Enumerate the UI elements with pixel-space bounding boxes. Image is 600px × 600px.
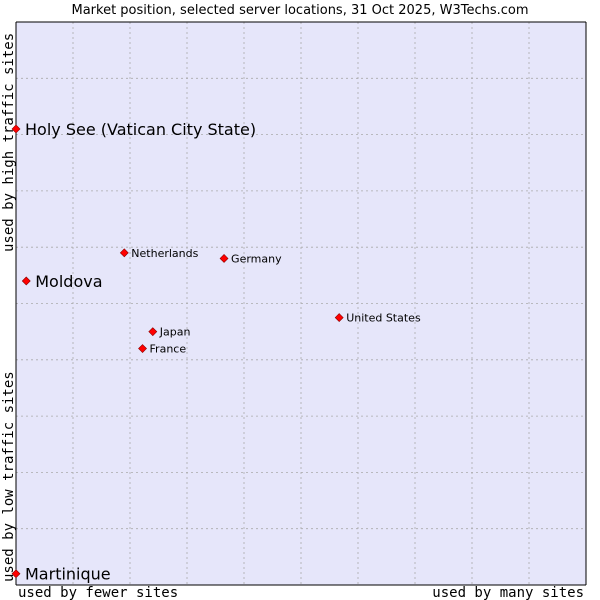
point-moldova: Moldova [21, 272, 103, 291]
point-label: Martinique [25, 565, 111, 584]
point-label: Holy See (Vatican City State) [25, 120, 256, 139]
point-marker [334, 313, 344, 322]
point-marker [11, 124, 21, 134]
point-marker [138, 344, 147, 353]
point-netherlands: Netherlands [119, 247, 199, 260]
data-points: Holy See (Vatican City State) Moldova Mart… [11, 120, 421, 584]
y-axis-label-low: used by low traffic sites [1, 371, 17, 582]
y-axis-label-high: used by high traffic sites [1, 33, 17, 252]
point-united-states: United States [334, 312, 421, 325]
point-france: France [138, 343, 187, 356]
point-holy-see-vatican-city-state: Holy See (Vatican City State) [11, 120, 256, 139]
chart-title: Market position, selected server locatio… [71, 3, 528, 18]
point-marker [21, 276, 31, 286]
point-martinique: Martinique [11, 565, 111, 584]
point-label: United States [346, 312, 421, 325]
point-label: Moldova [35, 272, 102, 291]
point-japan: Japan [148, 326, 191, 339]
point-label: Japan [159, 326, 191, 339]
point-label: Netherlands [131, 247, 198, 260]
point-marker [119, 248, 129, 258]
x-axis-label-high: used by many sites [432, 585, 584, 600]
point-label: France [150, 343, 187, 356]
point-label: Germany [231, 252, 282, 265]
point-germany: Germany [219, 252, 282, 265]
point-marker [219, 254, 229, 263]
grid-lines [16, 22, 586, 585]
point-marker [11, 569, 21, 579]
x-axis-label-low: used by fewer sites [18, 585, 178, 600]
point-marker [148, 327, 158, 337]
